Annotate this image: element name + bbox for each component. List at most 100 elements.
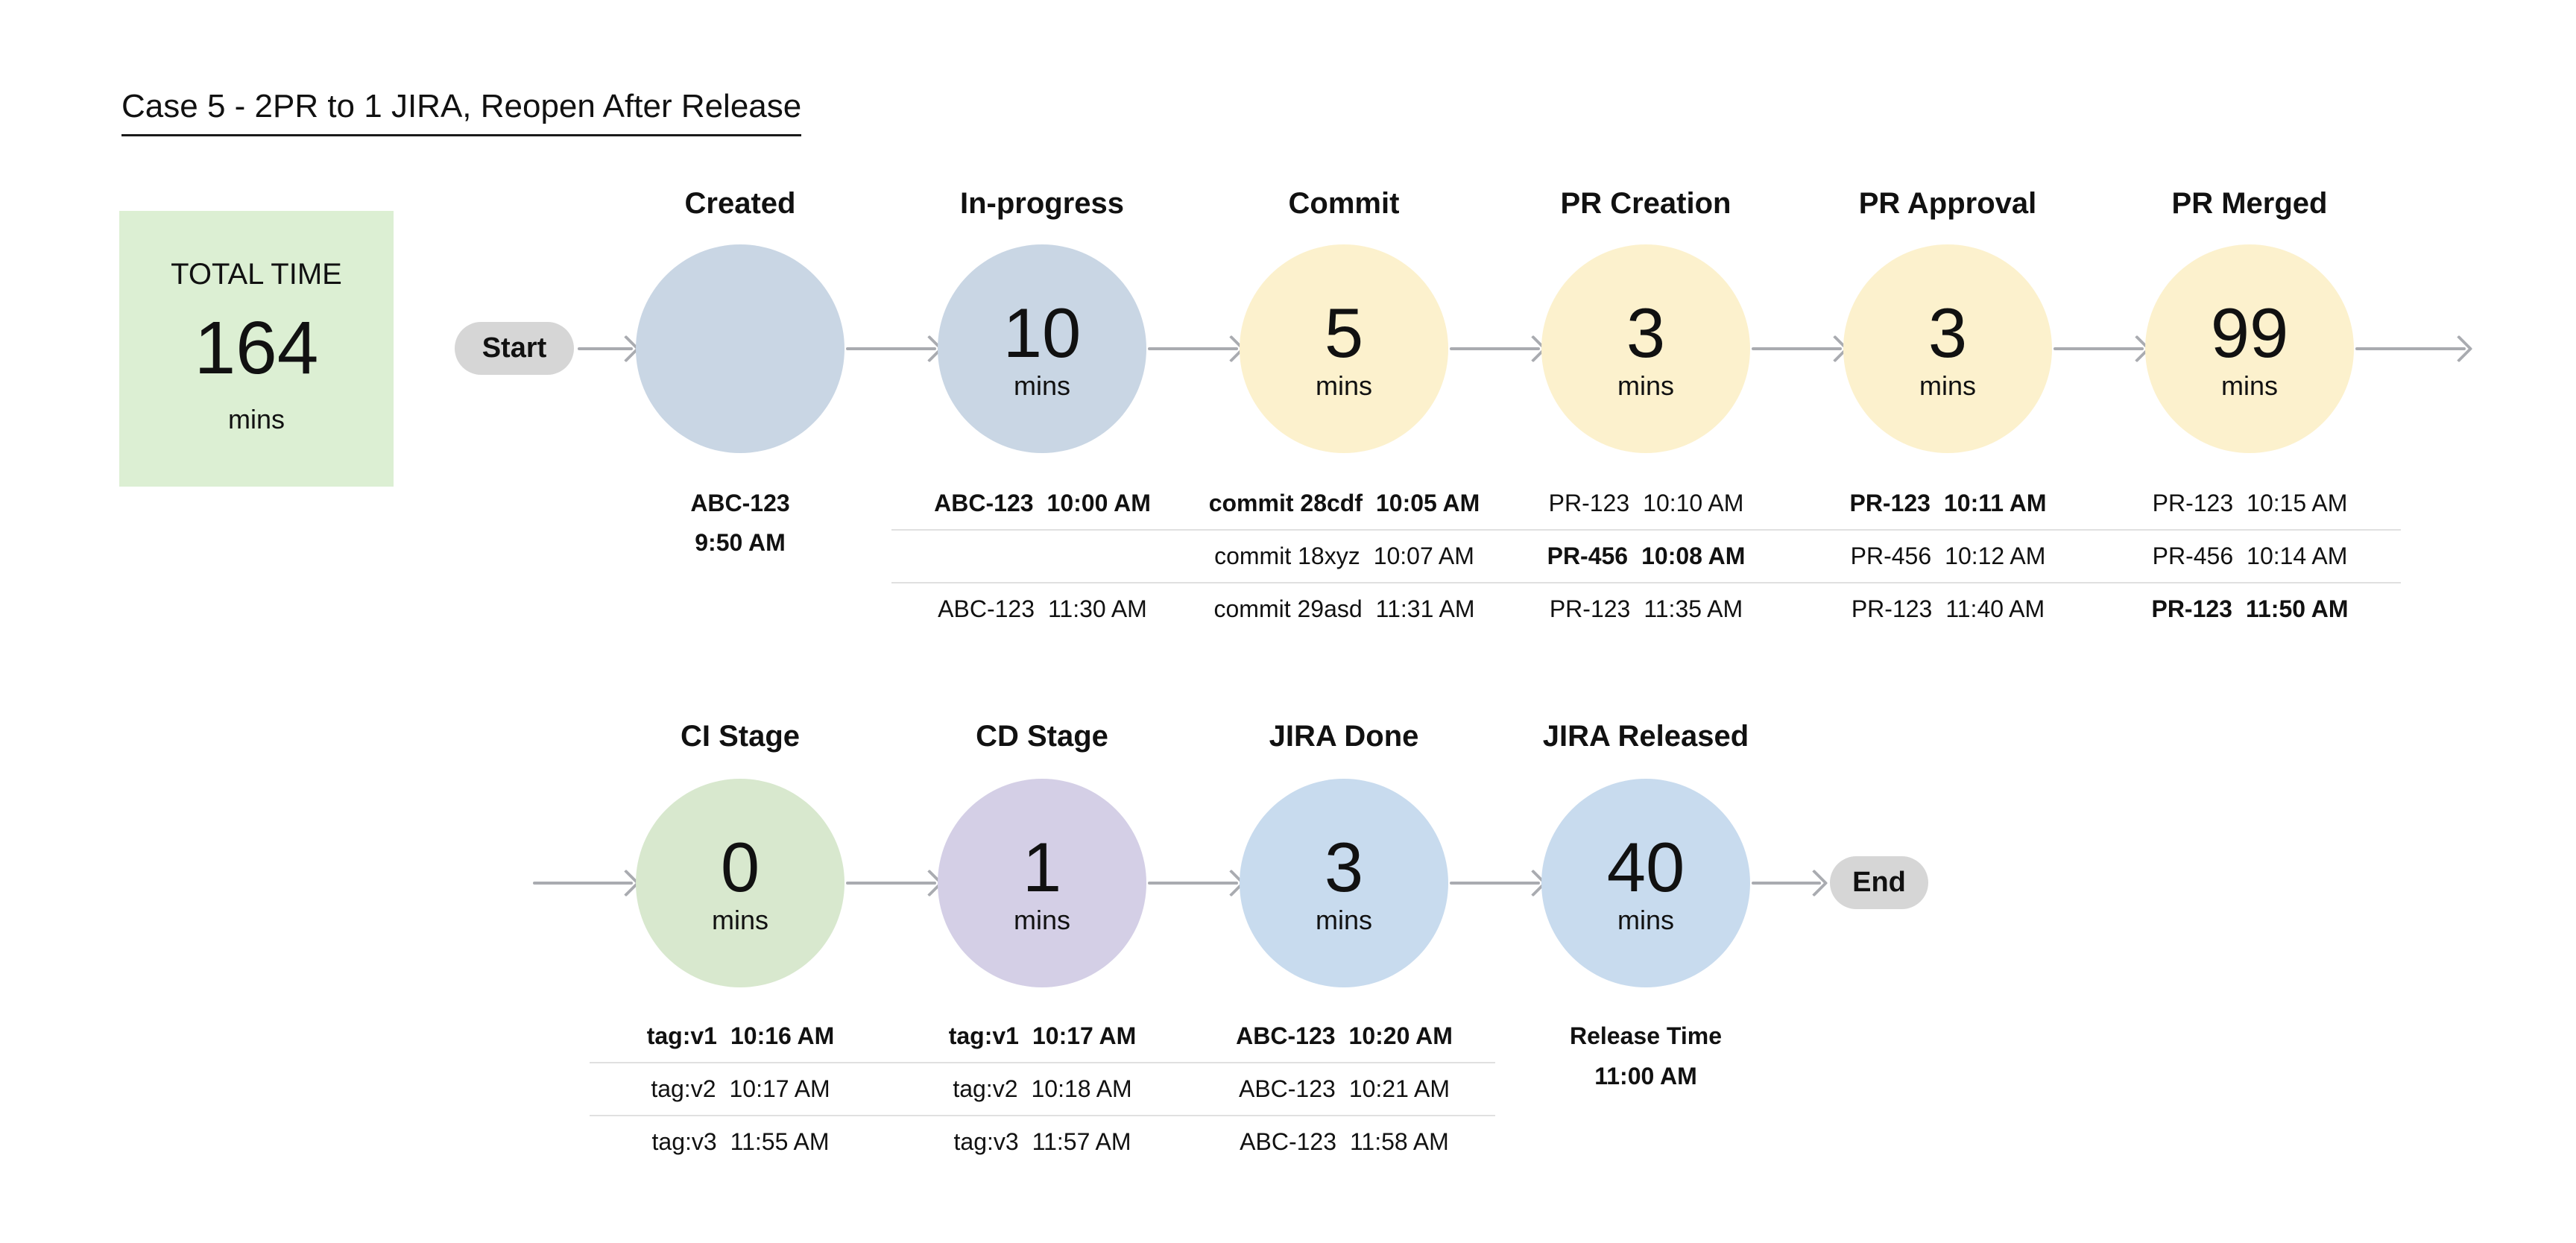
entry-id: PR-123 <box>1851 595 1933 622</box>
total-time-box: TOTAL TIME 164 mins <box>119 211 394 487</box>
stage-label-pr-approval: PR Approval <box>1858 187 2037 220</box>
info-line: Release Time <box>1570 1022 1722 1049</box>
entry-id: tag:v2 <box>953 1075 1018 1102</box>
stage-minutes-in-progress: 10 <box>1003 294 1082 372</box>
table-row: PR-456 10:12 AM <box>1797 529 2099 582</box>
table-row: PR-123 10:10 AM <box>1495 478 1797 529</box>
entry-id: PR-456 <box>1547 543 1629 569</box>
stage-minutes-pr-merged: 99 <box>2210 294 2289 372</box>
entry-id: tag:v3 <box>651 1128 717 1155</box>
entry-time: 11:31 AM <box>1375 595 1475 622</box>
table-row: ABC-123 11:30 AM <box>891 582 1193 635</box>
table-row: tag:v2 10:18 AM <box>891 1062 1193 1115</box>
page-title: Case 5 - 2PR to 1 JIRA, Reopen After Rel… <box>121 88 802 136</box>
stage-minutes-unit: mins <box>1315 905 1372 935</box>
stage-minutes-unit: mins <box>1617 905 1674 935</box>
stage-info-created: ABC-123 9:50 AM <box>590 484 891 563</box>
arrow-commit-to-pr-creation <box>1450 335 1547 363</box>
entry-id: commit 29asd <box>1213 595 1363 622</box>
entry-id: ABC-123 <box>934 490 1034 516</box>
entry-time: 10:10 AM <box>1643 490 1744 516</box>
entry-id: PR-456 <box>2152 543 2234 569</box>
stage-table-ci-stage: tag:v1 10:16 AM tag:v2 10:17 AM tag:v3 11:55 … <box>590 1010 891 1168</box>
table-row: PR-123 11:40 AM <box>1797 582 2099 635</box>
stage-label-ci-stage: CI Stage <box>680 720 801 753</box>
entry-time: 11:30 AM <box>1048 595 1147 622</box>
entry-id: ABC-123 <box>1238 1075 1336 1102</box>
table-row: commit 28cdf 10:05 AM <box>1193 478 1495 529</box>
table-row: tag:v1 10:17 AM <box>891 1010 1193 1062</box>
entry-id: PR-123 <box>2152 490 2234 516</box>
stage-circle-cd-stage: 1 mins <box>938 779 1146 987</box>
stage-minutes-ci-stage: 0 <box>720 828 760 906</box>
entry-time: 11:55 AM <box>730 1128 830 1155</box>
arrow-pr-creation-to-pr-approval <box>1752 335 1849 363</box>
entry-time: 10:07 AM <box>1373 543 1474 569</box>
table-row: PR-456 10:14 AM <box>2099 529 2401 582</box>
stage-minutes-jira-done: 3 <box>1324 828 1364 906</box>
stage-minutes-pr-approval: 3 <box>1928 294 1968 372</box>
total-time-unit: mins <box>227 404 285 434</box>
stage-label-jira-done: JIRA Done <box>1269 720 1419 753</box>
info-line: ABC-123 <box>690 490 790 516</box>
stage-minutes-unit: mins <box>2220 370 2278 401</box>
stage-minutes-unit: mins <box>1919 370 1976 401</box>
stage-label-created: Created <box>684 187 796 220</box>
table-row: ABC-123 10:00 AM <box>891 478 1193 529</box>
table-row: tag:v1 10:16 AM <box>590 1010 891 1062</box>
entry-time: 11:40 AM <box>1945 595 2045 622</box>
entry-time: 10:11 AM <box>1943 490 2047 516</box>
stage-circle-created <box>636 244 845 453</box>
entry-time: 11:35 AM <box>1644 595 1743 622</box>
entry-time: 10:00 AM <box>1046 490 1151 516</box>
stage-label-jira-released: JIRA Released <box>1542 720 1749 753</box>
table-row: tag:v2 10:17 AM <box>590 1062 891 1115</box>
table-row: PR-123 10:15 AM <box>2099 478 2401 529</box>
entry-time: 10:17 AM <box>1032 1022 1137 1049</box>
stage-circle-jira-released: 40 mins <box>1541 779 1750 987</box>
info-line: 9:50 AM <box>695 529 786 556</box>
stage-label-pr-creation: PR Creation <box>1560 187 1731 220</box>
stage-minutes-unit: mins <box>1617 370 1674 401</box>
table-row: tag:v3 11:55 AM <box>590 1115 891 1168</box>
end-pill: End <box>1830 856 1928 909</box>
entry-id: commit 28cdf <box>1208 490 1363 516</box>
start-pill: Start <box>455 322 574 375</box>
stage-minutes-pr-creation: 3 <box>1626 294 1666 372</box>
entry-time: 11:58 AM <box>1350 1128 1449 1155</box>
entry-time: 10:15 AM <box>2247 490 2348 516</box>
entry-id: ABC-123 <box>938 595 1035 622</box>
table-row: commit 18xyz 10:07 AM <box>1193 529 1495 582</box>
stage-label-commit: Commit <box>1288 187 1400 220</box>
entry-time: 10:21 AM <box>1348 1075 1450 1102</box>
entry-time: 11:50 AM <box>2245 595 2349 622</box>
entry-time: 10:12 AM <box>1945 543 2046 569</box>
entry-id: ABC-123 <box>1240 1128 1336 1155</box>
stage-table-jira-done: ABC-123 10:20 AM ABC-123 10:21 AM ABC-123 11:… <box>1193 1010 1495 1168</box>
table-row: ABC-123 10:21 AM <box>1193 1062 1495 1115</box>
arrow-created-to-in-progress <box>846 335 944 363</box>
entry-id: PR-123 <box>1549 595 1631 622</box>
stage-circle-commit: 5 mins <box>1240 244 1448 453</box>
table-row <box>891 529 1193 582</box>
table-row: PR-123 11:35 AM <box>1495 582 1797 635</box>
arrowhead-icon <box>1800 869 1828 897</box>
arrowhead-icon <box>2445 335 2473 363</box>
entry-id: tag:v2 <box>651 1075 716 1102</box>
table-row: commit 29asd 11:31 AM <box>1193 582 1495 635</box>
entry-id: tag:v3 <box>953 1128 1019 1155</box>
entry-id: tag:v1 <box>948 1022 1019 1049</box>
entry-time: 10:20 AM <box>1348 1022 1453 1049</box>
stage-circle-pr-creation: 3 mins <box>1541 244 1750 453</box>
arrow-into-ci-stage <box>533 869 640 897</box>
stage-label-cd-stage: CD Stage <box>976 720 1108 753</box>
arrow-out-of-pr-merged <box>2355 335 2473 363</box>
stage-circle-pr-merged: 99 mins <box>2145 244 2354 453</box>
entry-id: PR-123 <box>1548 490 1630 516</box>
table-row: PR-456 10:08 AM <box>1495 529 1797 582</box>
total-time-label: TOTAL TIME <box>171 258 342 291</box>
table-row: PR-123 10:11 AM <box>1797 478 2099 529</box>
table-row: ABC-123 10:20 AM <box>1193 1010 1495 1062</box>
info-line: 11:00 AM <box>1594 1063 1697 1089</box>
